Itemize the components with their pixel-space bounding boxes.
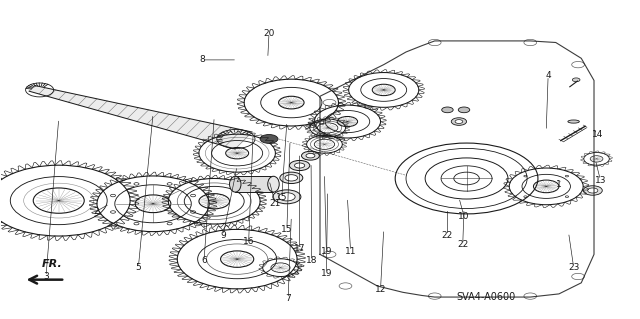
Text: 19: 19 bbox=[321, 247, 332, 256]
Circle shape bbox=[455, 120, 463, 123]
Text: 4: 4 bbox=[545, 71, 551, 80]
Text: 19: 19 bbox=[321, 269, 332, 278]
Circle shape bbox=[260, 135, 278, 143]
Circle shape bbox=[572, 78, 580, 82]
Text: 8: 8 bbox=[199, 56, 205, 64]
Circle shape bbox=[280, 172, 303, 183]
Circle shape bbox=[451, 118, 467, 125]
Text: 2: 2 bbox=[93, 207, 99, 216]
Circle shape bbox=[442, 107, 453, 113]
Text: 7: 7 bbox=[285, 294, 291, 303]
Text: 20: 20 bbox=[263, 28, 275, 38]
Text: 15: 15 bbox=[281, 225, 292, 234]
Text: 16: 16 bbox=[243, 237, 254, 246]
Text: 15: 15 bbox=[276, 193, 287, 202]
Ellipse shape bbox=[230, 176, 241, 192]
Text: 5: 5 bbox=[136, 263, 141, 271]
Ellipse shape bbox=[568, 120, 579, 123]
Circle shape bbox=[273, 190, 301, 204]
Text: 3: 3 bbox=[43, 272, 49, 281]
Text: 10: 10 bbox=[458, 212, 470, 221]
Ellipse shape bbox=[268, 176, 279, 192]
Text: FR.: FR. bbox=[42, 259, 63, 269]
Circle shape bbox=[306, 153, 315, 158]
Bar bbox=[236, 176, 273, 192]
Text: 17: 17 bbox=[294, 243, 305, 253]
Text: 11: 11 bbox=[345, 247, 356, 256]
Circle shape bbox=[285, 175, 298, 181]
Text: 18: 18 bbox=[306, 256, 317, 265]
Circle shape bbox=[583, 186, 602, 195]
Circle shape bbox=[301, 151, 319, 160]
Text: 6: 6 bbox=[201, 256, 207, 265]
Text: 9: 9 bbox=[220, 231, 226, 240]
Text: 21: 21 bbox=[269, 199, 281, 208]
Polygon shape bbox=[29, 85, 252, 149]
Text: SVA4-A0600: SVA4-A0600 bbox=[456, 292, 515, 302]
Circle shape bbox=[458, 107, 470, 113]
Text: 22: 22 bbox=[457, 241, 468, 249]
Text: 1: 1 bbox=[556, 180, 562, 189]
Text: 23: 23 bbox=[568, 263, 579, 271]
Circle shape bbox=[588, 188, 598, 193]
Text: 22: 22 bbox=[442, 231, 453, 240]
Text: 13: 13 bbox=[595, 175, 606, 185]
Circle shape bbox=[294, 163, 305, 168]
Text: 12: 12 bbox=[375, 285, 386, 294]
Text: 14: 14 bbox=[591, 130, 603, 139]
Circle shape bbox=[289, 160, 310, 171]
Circle shape bbox=[278, 193, 295, 201]
